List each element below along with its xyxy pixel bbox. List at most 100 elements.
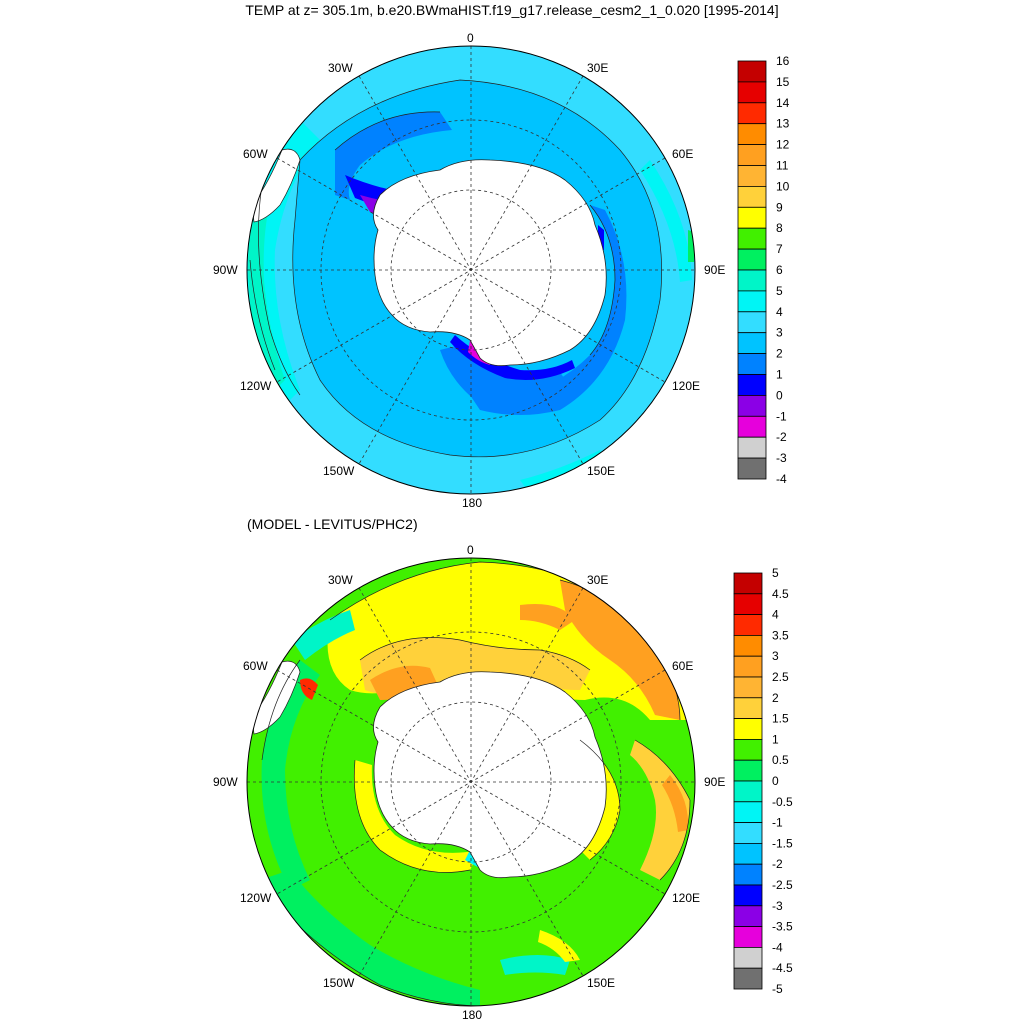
difference-map-title: (MODEL - LEVITUS/PHC2) <box>247 516 418 532</box>
difference-colorbar: 5 4.5 4 3.5 3 2.5 2 1.5 1 0.5 0 -0.5 -1 -1.5 -2 -2.5 -3 -… <box>733 566 793 996</box>
colorbar-label: 0 <box>772 774 779 788</box>
bottom-map-border <box>246 557 696 1007</box>
lon-label-60e: 60E <box>672 659 694 673</box>
colorbar-label: 12 <box>776 138 790 152</box>
lon-label-180: 180 <box>462 1008 483 1022</box>
colorbar-swatch <box>737 353 767 375</box>
colorbar-label: -4 <box>772 940 783 954</box>
colorbar-label: 16 <box>776 54 790 68</box>
colorbar-label: 1 <box>772 732 779 746</box>
colorbar-label: -4.5 <box>772 961 793 975</box>
lon-label-60w: 60W <box>243 659 268 673</box>
colorbar-label: 3.5 <box>772 628 789 642</box>
lon-label-90w: 90W <box>213 775 238 789</box>
lon-label-60e: 60E <box>672 147 694 161</box>
colorbar-label: 0 <box>776 388 783 402</box>
colorbar-label: 4 <box>772 608 779 622</box>
lon-label-30e: 30E <box>587 61 609 75</box>
colorbar-label: -0.5 <box>772 795 793 809</box>
lon-label-30e: 30E <box>587 573 609 587</box>
lon-label-120w: 120W <box>240 379 272 393</box>
lon-label-30w: 30W <box>328 61 353 75</box>
colorbar-swatch <box>733 593 763 615</box>
colorbar-swatch <box>733 822 763 844</box>
lon-label-180: 180 <box>462 496 483 510</box>
colorbar-swatch <box>733 759 763 782</box>
colorbar-label: 7 <box>776 242 783 256</box>
colorbar-swatch <box>733 697 763 719</box>
lon-label-150w: 150W <box>323 976 355 990</box>
lon-label-0: 0 <box>467 31 474 45</box>
colorbar-label: 1 <box>776 368 783 382</box>
colorbar-swatch <box>733 572 763 595</box>
colorbar-swatch <box>733 780 763 803</box>
colorbar-label: 11 <box>776 159 789 173</box>
colorbar-swatch <box>737 206 767 229</box>
colorbar-label: 3 <box>776 326 783 340</box>
lon-label-30w: 30W <box>328 573 353 587</box>
colorbar-swatch <box>733 926 763 948</box>
lon-label-120e: 120E <box>672 891 701 905</box>
colorbar-label: -1 <box>776 409 787 423</box>
colorbar-swatch <box>733 967 763 990</box>
temperature-polar-map <box>247 46 695 494</box>
colorbar-swatch <box>737 123 767 145</box>
colorbar-label: 2 <box>776 347 783 361</box>
colorbar-swatch <box>737 269 767 292</box>
lon-label-90w: 90W <box>213 263 238 277</box>
colorbar-label: -4 <box>776 472 787 486</box>
colorbar-swatch <box>733 614 763 636</box>
colorbar-swatch <box>737 165 767 187</box>
top-map-border <box>246 45 696 495</box>
colorbar-swatch <box>737 457 767 480</box>
colorbar-label: -1.5 <box>772 836 793 850</box>
lon-label-60w: 60W <box>243 147 268 161</box>
lon-label-0: 0 <box>467 543 474 557</box>
colorbar-swatch <box>737 311 767 334</box>
colorbar-swatch <box>737 227 767 250</box>
colorbar-label: -2 <box>772 857 783 871</box>
colorbar-label: 4 <box>776 305 783 319</box>
colorbar-swatch <box>737 290 767 313</box>
colorbar-label: -3 <box>772 899 783 913</box>
colorbar-swatch <box>733 905 763 927</box>
colorbar-label: 8 <box>776 221 783 235</box>
colorbar-label: 6 <box>776 263 783 277</box>
colorbar-swatch <box>733 843 763 865</box>
map-title: TEMP at z= 305.1m, b.e20.BWmaHIST.f19_g1… <box>245 2 779 18</box>
colorbar-label: 1.5 <box>772 712 789 726</box>
colorbar-swatch <box>733 801 763 823</box>
colorbar-swatch <box>737 436 767 459</box>
colorbar-swatch <box>733 718 763 740</box>
colorbar-swatch <box>733 884 763 907</box>
lon-label-120e: 120E <box>672 379 701 393</box>
colorbar-label: 2 <box>772 691 779 705</box>
colorbar-label: 14 <box>776 96 790 110</box>
lon-label-150e: 150E <box>587 976 616 990</box>
difference-polar-map <box>247 558 695 1006</box>
colorbar-swatch <box>733 863 763 886</box>
colorbar-swatch <box>733 676 763 699</box>
colorbar-swatch <box>737 394 767 417</box>
colorbar-swatch <box>737 102 767 125</box>
colorbar-swatch <box>733 635 763 657</box>
colorbar-swatch <box>737 185 767 208</box>
colorbar-swatch <box>737 332 767 355</box>
colorbar-swatch <box>733 947 763 969</box>
colorbar-label: 15 <box>776 75 790 89</box>
colorbar-label: 4.5 <box>772 587 789 601</box>
lon-label-150e: 150E <box>587 464 616 478</box>
colorbar-label: 5 <box>772 566 779 580</box>
colorbar-label: 0.5 <box>772 753 789 767</box>
colorbar-swatch <box>737 415 767 438</box>
colorbar-label: 3 <box>772 649 779 663</box>
colorbar-swatch <box>737 248 767 271</box>
lon-label-90e: 90E <box>704 775 726 789</box>
colorbar-label: 9 <box>776 200 783 214</box>
lon-label-120w: 120W <box>240 891 272 905</box>
colorbar-swatch <box>737 144 767 166</box>
colorbar-swatch <box>737 60 767 83</box>
colorbar-label: -1 <box>772 816 783 830</box>
colorbar-label: -3.5 <box>772 920 793 934</box>
